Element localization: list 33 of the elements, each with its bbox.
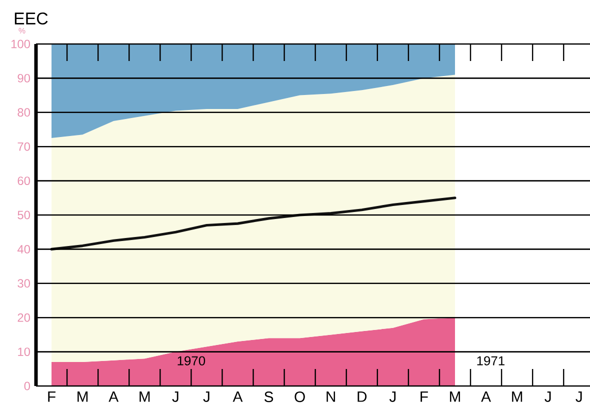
x-tick-label: M: [140, 392, 150, 402]
y-tick-label: 30: [18, 279, 30, 288]
y-tick-label: 20: [18, 313, 30, 322]
line-series: [50, 196, 456, 250]
y-tick-label: 60: [18, 176, 30, 186]
x-tick-label: M: [512, 392, 522, 402]
y-tick-label: 50: [18, 210, 30, 220]
x-tick-label: J: [203, 392, 210, 402]
chart-title: EEC: [14, 12, 48, 25]
x-tick-label: A: [108, 392, 119, 402]
x-tick-label: J: [576, 392, 582, 402]
y-tick-label: 90: [18, 74, 30, 82]
annotation: 1970: [178, 356, 206, 366]
y-tick-label: 70: [18, 142, 30, 151]
x-tick-label: S: [264, 392, 274, 402]
x-tick-label: N: [326, 392, 336, 402]
x-tick-label: D: [358, 392, 367, 402]
x-tick-label: M: [78, 392, 88, 402]
y-tick-label: 40: [17, 244, 30, 254]
x-tick-label: J: [389, 392, 396, 402]
x-tick-label: J: [544, 392, 551, 402]
x-tick-label: M: [450, 392, 460, 402]
x-tick-label: F: [420, 392, 428, 402]
annotation: 1971: [477, 356, 504, 366]
x-tick-label: A: [232, 392, 243, 402]
y-tick-label: 100: [11, 40, 30, 48]
x-tick-label: O: [294, 392, 305, 402]
y-tick-label: 0: [24, 382, 30, 390]
x-tick-label: A: [481, 392, 491, 402]
y-tick-label: 80: [18, 108, 30, 117]
y-tick-label: 10: [18, 348, 30, 356]
x-tick-label: F: [48, 392, 56, 402]
x-tick-label: J: [172, 392, 178, 402]
